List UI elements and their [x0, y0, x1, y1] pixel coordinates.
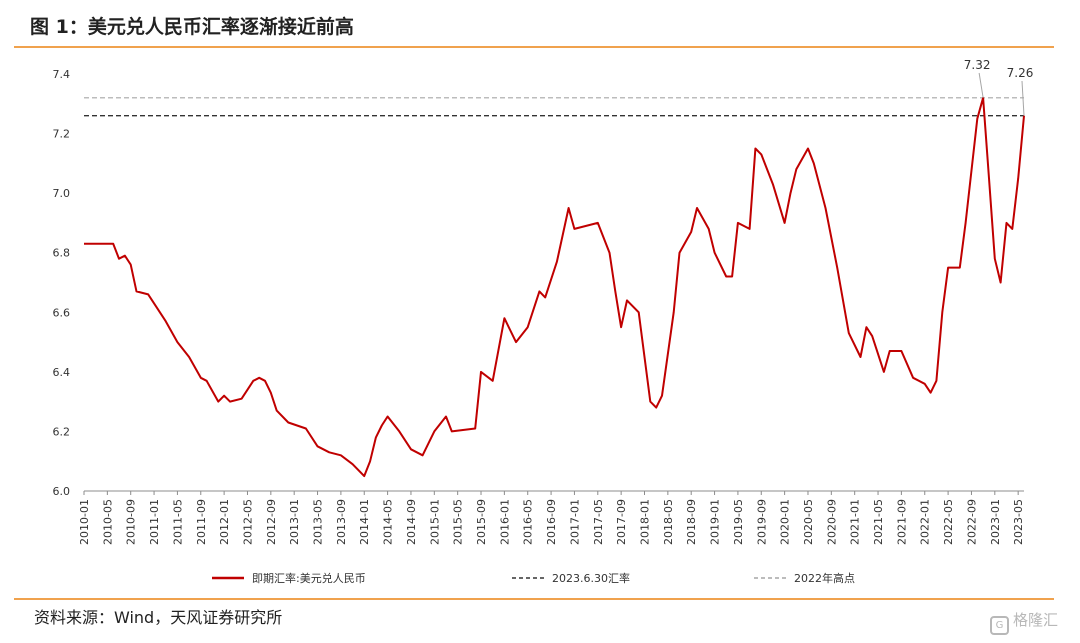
x-tick-label: 2014-09 [405, 499, 418, 545]
x-tick-label: 2011-05 [171, 499, 184, 545]
x-axis: 2010-01 2010-05 2010-09 2011-01 2011-05 2011-… [78, 490, 1025, 545]
footer-divider [14, 598, 1054, 600]
x-tick-label: 2012-05 [241, 499, 254, 545]
x-tick-label: 2017-09 [615, 499, 628, 545]
series-line-usdcny [84, 96, 1025, 478]
chart-title: 图 1：美元兑人民币汇率逐渐接近前高 [30, 16, 354, 38]
x-tick-label: 2017-01 [568, 499, 581, 545]
title-divider [14, 46, 1054, 48]
x-tick-label: 2016-05 [522, 499, 535, 545]
watermark-logo-icon: G [989, 616, 1009, 635]
y-axis: 6.0 6.2 6.4 6.6 6.8 7.0 7.2 7.4 [53, 68, 71, 498]
y-tick-label: 6.0 [53, 485, 71, 498]
x-tick-label: 2021-01 [849, 499, 862, 545]
plot-area: 7.32 7.26 [84, 58, 1034, 478]
legend-item-spot-rate: 即期汇率:美元兑人民币 [252, 571, 366, 585]
x-tick-label: 2019-01 [709, 499, 722, 545]
x-tick-label: 2010-01 [78, 499, 91, 545]
legend-item-2022-high: 2022年高点 [794, 571, 855, 585]
x-tick-label: 2015-05 [452, 499, 465, 545]
y-tick-label: 6.4 [53, 366, 71, 379]
x-tick-label: 2012-09 [265, 499, 278, 545]
x-tick-label: 2014-01 [358, 499, 371, 545]
y-tick-label: 7.4 [53, 68, 71, 81]
x-tick-label: 2021-09 [895, 499, 908, 545]
x-tick-label: 2022-05 [942, 499, 955, 545]
x-tick-label: 2017-05 [592, 499, 605, 545]
x-tick-label: 2023-01 [989, 499, 1002, 545]
watermark-text: 格隆汇 [1012, 611, 1058, 629]
x-tick-label: 2018-05 [662, 499, 675, 545]
x-tick-label: 2021-05 [872, 499, 885, 545]
legend: 即期汇率:美元兑人民币 2023.6.30汇率 2022年高点 [212, 571, 855, 585]
peak-annotation-label: 7.32 [964, 58, 991, 72]
x-tick-label: 2010-05 [101, 499, 114, 545]
legend-item-2023-06-30: 2023.6.30汇率 [552, 571, 630, 585]
y-tick-label: 7.0 [53, 187, 71, 200]
x-tick-label: 2013-05 [312, 499, 325, 545]
y-tick-label: 6.8 [53, 247, 71, 260]
y-tick-label: 6.2 [53, 425, 71, 438]
annotation-leader-line [978, 72, 984, 98]
x-tick-label: 2023-05 [1012, 499, 1025, 545]
watermark: G 格隆汇 [989, 609, 1058, 635]
x-tick-label: 2016-01 [498, 499, 511, 545]
y-tick-label: 6.6 [53, 306, 71, 319]
x-tick-label: 2010-09 [125, 499, 138, 545]
x-tick-label: 2020-01 [779, 499, 792, 545]
x-tick-label: 2014-05 [382, 499, 395, 545]
x-tick-label: 2018-09 [685, 499, 698, 545]
x-tick-label: 2019-09 [755, 499, 768, 545]
x-tick-label: 2022-09 [965, 499, 978, 545]
x-tick-label: 2020-05 [802, 499, 815, 545]
x-tick-label: 2022-01 [919, 499, 932, 545]
x-tick-label: 2020-09 [825, 499, 838, 545]
x-tick-label: 2018-01 [638, 499, 651, 545]
x-tick-label: 2011-01 [148, 499, 161, 545]
x-tick-label: 2016-09 [545, 499, 558, 545]
x-tick-label: 2013-01 [288, 499, 301, 545]
latest-annotation-label: 7.26 [1007, 66, 1034, 80]
x-tick-label: 2013-09 [335, 499, 348, 545]
y-tick-label: 7.2 [53, 128, 71, 141]
x-tick-label: 2015-09 [475, 499, 488, 545]
annotation-leader-line [1021, 80, 1025, 116]
x-tick-label: 2012-01 [218, 499, 231, 545]
source-note: 资料来源：Wind，天风证券研究所 [34, 608, 283, 627]
x-tick-label: 2011-09 [195, 499, 208, 545]
x-tick-label: 2015-01 [428, 499, 441, 545]
x-tick-label: 2019-05 [732, 499, 745, 545]
